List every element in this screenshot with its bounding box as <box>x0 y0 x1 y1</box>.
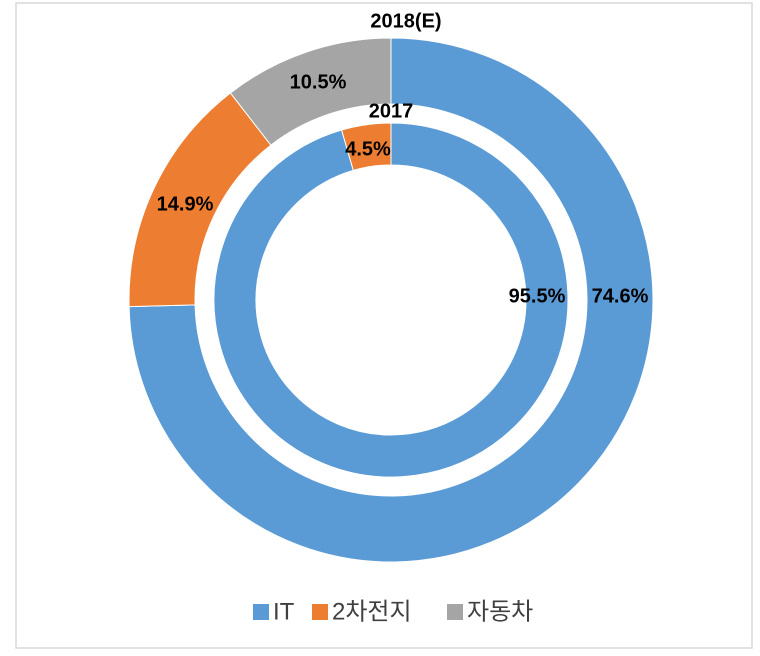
data-label: 95.5% <box>509 285 566 307</box>
donut-segment <box>128 37 654 563</box>
donut-segment <box>340 122 392 171</box>
legend-label: 2차전지 <box>332 598 412 625</box>
legend-label: IT <box>273 598 295 625</box>
legend-label: 자동차 <box>467 598 533 625</box>
series-name: 2018(E) <box>370 10 441 32</box>
legend-swatch <box>447 604 463 620</box>
donut-segment <box>229 37 392 146</box>
donut-segment <box>213 122 569 478</box>
legend-swatch <box>253 604 269 620</box>
data-label: 10.5% <box>290 71 347 93</box>
series-name: 2017 <box>369 100 414 122</box>
data-label: 14.9% <box>157 193 214 215</box>
data-label: 74.6% <box>592 285 649 307</box>
data-label: 4.5% <box>345 138 391 160</box>
legend-swatch <box>312 604 328 620</box>
